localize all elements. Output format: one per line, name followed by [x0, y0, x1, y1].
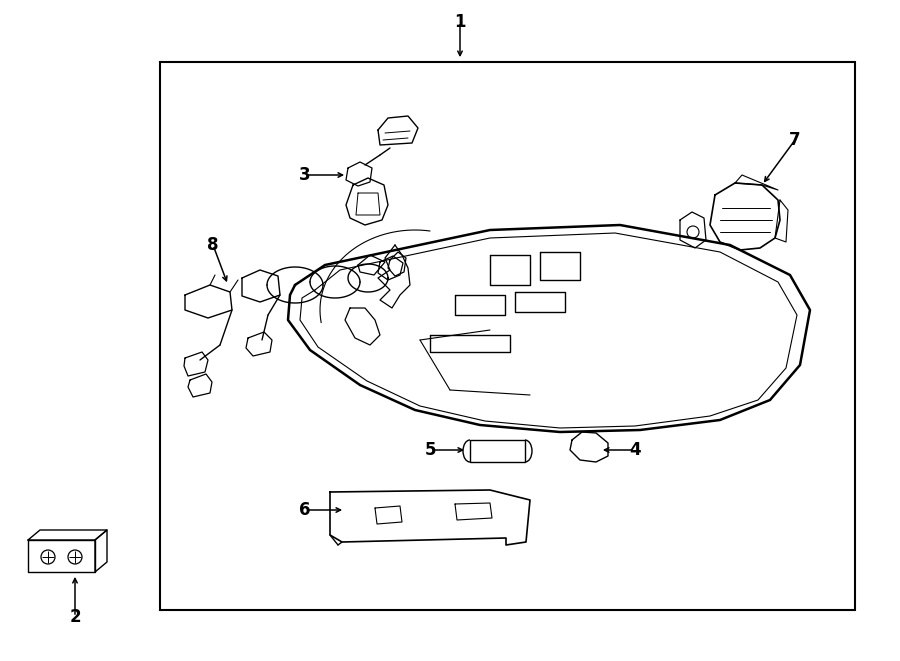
Text: 6: 6	[299, 501, 310, 519]
Text: 4: 4	[629, 441, 641, 459]
Text: 2: 2	[69, 608, 81, 626]
Text: 5: 5	[424, 441, 436, 459]
Bar	[470, 440, 525, 462]
Bar	[160, 62, 855, 610]
Text: 8: 8	[207, 236, 219, 254]
Text: 3: 3	[299, 166, 310, 184]
Text: 1: 1	[454, 13, 466, 31]
Text: 7: 7	[789, 131, 801, 149]
